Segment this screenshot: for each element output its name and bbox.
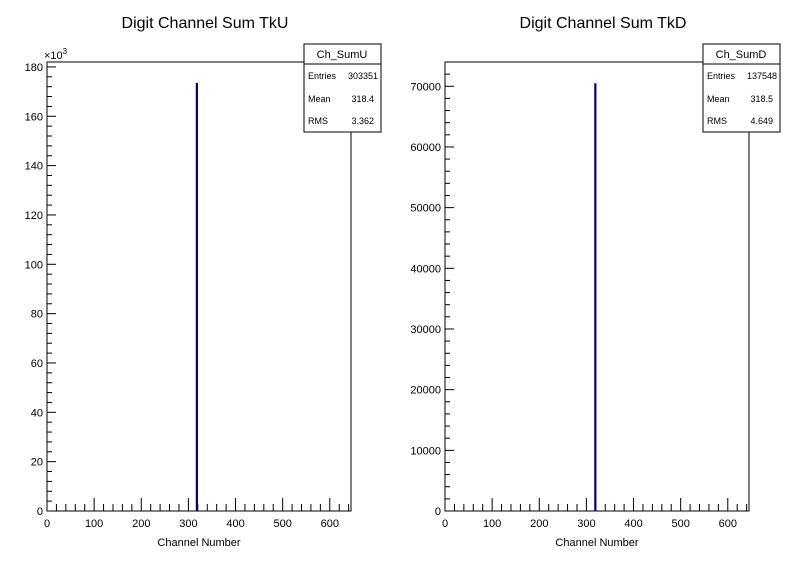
plot-frame: [46, 61, 352, 512]
y-tick-label: 0: [435, 506, 441, 518]
y-tick-label: 50000: [410, 203, 441, 215]
y-tick-label: 120: [25, 210, 43, 222]
stats-label-mean: Mean: [707, 94, 730, 104]
y-tick-label: 140: [25, 161, 43, 173]
x-tick-label: 100: [483, 518, 501, 530]
stats-box-frame: [702, 43, 781, 133]
y-tick-label: 0: [37, 506, 43, 518]
x-tick-label: 0: [44, 518, 50, 530]
y-tick-label: 20: [31, 457, 43, 469]
y-tick-label: 10000: [410, 445, 441, 457]
y-multiplier: ×103: [44, 47, 68, 62]
chart-title: Digit Channel Sum TkD: [520, 15, 687, 32]
stats-value-mean: 318.4: [351, 94, 374, 104]
x-tick-label: 200: [530, 518, 548, 530]
y-tick-label: 100: [25, 259, 43, 271]
stats-name: Ch_SumU: [317, 49, 368, 61]
x-tick-label: 300: [577, 518, 595, 530]
stats-box-frame: [303, 43, 382, 133]
y-tick-label: 30000: [410, 324, 441, 336]
y-tick-label: 80: [31, 309, 43, 321]
axes: 0 100 200 300 400 500 600 0 10000 20000 30000 40000…: [410, 61, 748, 530]
x-tick-label: 400: [226, 518, 244, 530]
stats-box: Ch_SumD Entries 137548 Mean 318.5 RMS 4.…: [702, 43, 781, 133]
axes: 0 100 200 300 400 500 600 0 20 40 60 80 100 120 140 160…: [25, 62, 350, 530]
chart-title: Digit Channel Sum TkU: [122, 15, 289, 32]
y-tick-label: 40000: [410, 263, 441, 275]
plot-frame: [444, 61, 750, 512]
panel-tkd: Digit Channel Sum TkD 0 100 200 300 400 500 60…: [410, 15, 781, 549]
stats-label-rms: RMS: [308, 116, 328, 126]
stats-value-rms: 4.649: [750, 116, 773, 126]
stats-value-mean: 318.5: [750, 94, 773, 104]
stats-name: Ch_SumD: [716, 49, 767, 61]
y-tick-label: 60000: [410, 142, 441, 154]
y-tick-label: 180: [25, 62, 43, 74]
y-tick-label: 60: [31, 358, 43, 370]
x-tick-label: 100: [85, 518, 103, 530]
y-tick-label: 40: [31, 407, 43, 419]
y-tick-label: 70000: [410, 81, 441, 93]
y-tick-label: 160: [25, 111, 43, 123]
stats-label-mean: Mean: [308, 94, 331, 104]
x-tick-label: 0: [442, 518, 448, 530]
stats-box: Ch_SumU Entries 303351 Mean 318.4 RMS 3.…: [303, 43, 382, 133]
y-tick-label: 20000: [410, 385, 441, 397]
x-axis-label: Channel Number: [157, 537, 240, 549]
panel-tku: Digit Channel Sum TkU 0 100 200 300 400 500 60…: [25, 15, 382, 549]
x-tick-label: 600: [719, 518, 737, 530]
stats-value-entries: 303351: [348, 71, 378, 81]
x-tick-label: 500: [671, 518, 689, 530]
x-tick-label: 500: [273, 518, 291, 530]
x-axis-label: Channel Number: [555, 537, 638, 549]
x-tick-label: 400: [624, 518, 642, 530]
stats-label-rms: RMS: [707, 116, 727, 126]
stats-value-rms: 3.362: [351, 116, 374, 126]
stats-label-entries: Entries: [707, 71, 736, 81]
x-tick-label: 200: [132, 518, 150, 530]
stats-label-entries: Entries: [308, 71, 337, 81]
x-tick-label: 600: [321, 518, 339, 530]
stats-value-entries: 137548: [747, 71, 777, 81]
x-tick-label: 300: [179, 518, 197, 530]
